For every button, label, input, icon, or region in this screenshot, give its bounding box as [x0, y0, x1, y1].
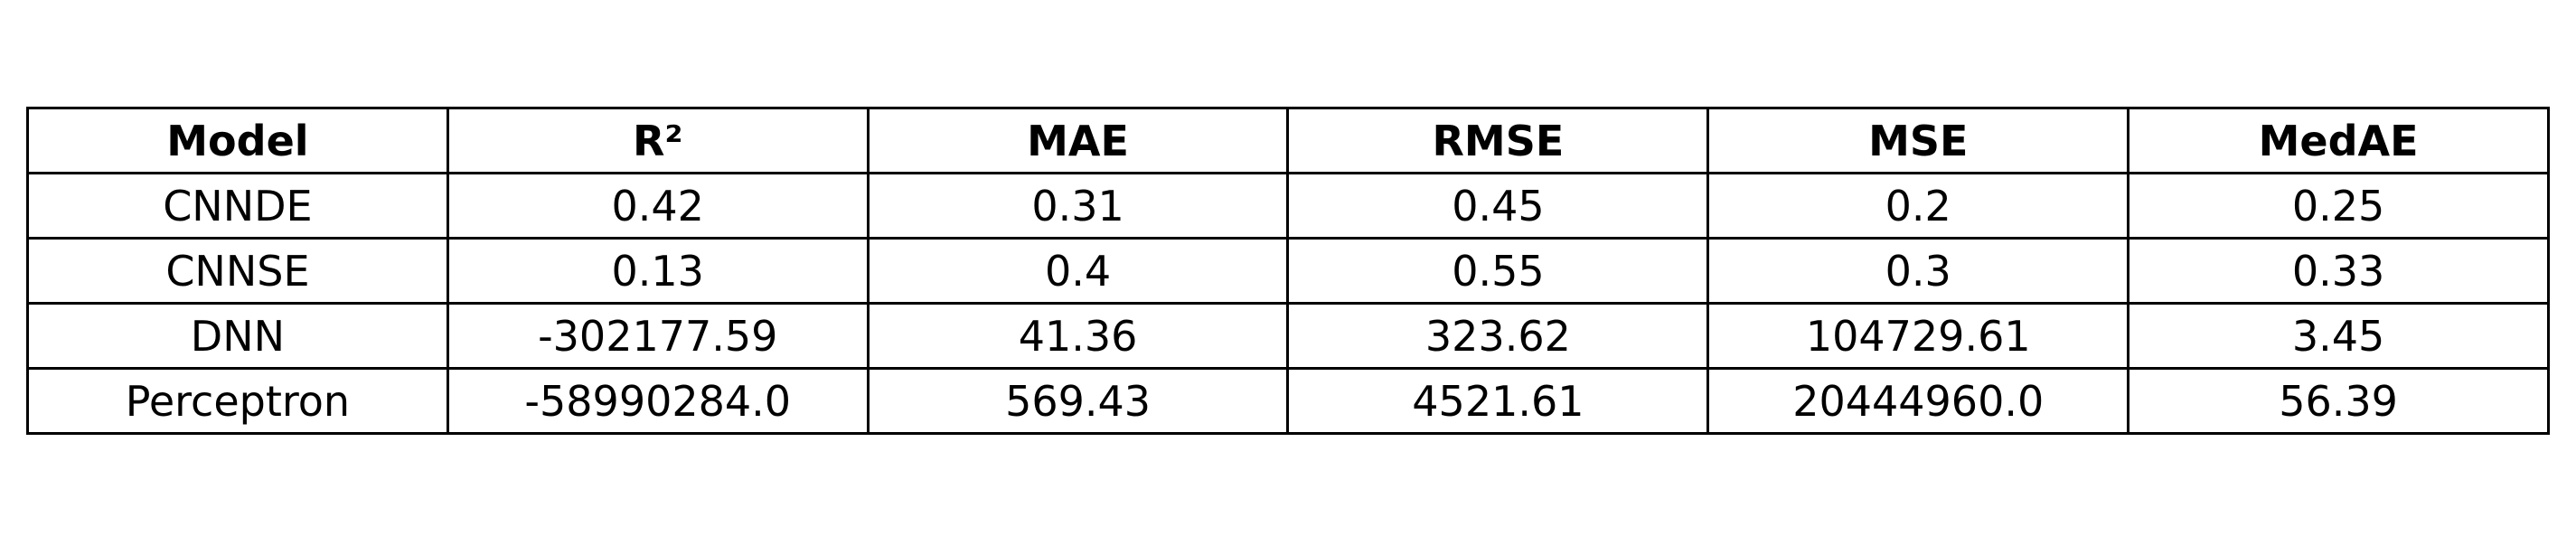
- cell-rmse: 323.62: [1286, 302, 1710, 370]
- table-row: CNNDE 0.42 0.31 0.45 0.2 0.25: [26, 172, 2550, 240]
- cell-medae: 0.33: [2127, 237, 2550, 305]
- cell-medae: 0.25: [2127, 172, 2550, 240]
- column-header-rmse: RMSE: [1286, 107, 1710, 174]
- table-row: Perceptron -58990284.0 569.43 4521.61 20…: [26, 367, 2550, 435]
- table-header: Model R² MAE RMSE MSE MedAE: [26, 107, 2550, 174]
- cell-rmse: 0.45: [1286, 172, 1710, 240]
- cell-mae: 41.36: [866, 302, 1290, 370]
- table-body: CNNDE 0.42 0.31 0.45 0.2 0.25 CNNSE 0.13…: [26, 172, 2550, 435]
- cell-mae: 0.4: [866, 237, 1290, 305]
- cell-medae: 3.45: [2127, 302, 2550, 370]
- cell-mse: 0.3: [1706, 237, 2130, 305]
- cell-mae: 0.31: [866, 172, 1290, 240]
- cell-model: CNNSE: [26, 237, 449, 305]
- metrics-table: Model R² MAE RMSE MSE MedAE CNNDE 0.42 0…: [26, 107, 2550, 435]
- header-row: Model R² MAE RMSE MSE MedAE: [26, 107, 2550, 174]
- column-header-model: Model: [26, 107, 449, 174]
- cell-model: DNN: [26, 302, 449, 370]
- cell-mae: 569.43: [866, 367, 1290, 435]
- cell-mse: 104729.61: [1706, 302, 2130, 370]
- cell-mse: 0.2: [1706, 172, 2130, 240]
- cell-rmse: 4521.61: [1286, 367, 1710, 435]
- column-header-r2: R²: [446, 107, 870, 174]
- cell-r2: 0.13: [446, 237, 870, 305]
- cell-mse: 20444960.0: [1706, 367, 2130, 435]
- cell-model: Perceptron: [26, 367, 449, 435]
- column-header-medae: MedAE: [2127, 107, 2550, 174]
- cell-r2: -302177.59: [446, 302, 870, 370]
- column-header-mse: MSE: [1706, 107, 2130, 174]
- cell-medae: 56.39: [2127, 367, 2550, 435]
- cell-rmse: 0.55: [1286, 237, 1710, 305]
- metrics-table-container: Model R² MAE RMSE MSE MedAE CNNDE 0.42 0…: [26, 107, 2550, 435]
- cell-model: CNNDE: [26, 172, 449, 240]
- cell-r2: -58990284.0: [446, 367, 870, 435]
- table-row: CNNSE 0.13 0.4 0.55 0.3 0.33: [26, 237, 2550, 305]
- column-header-mae: MAE: [866, 107, 1290, 174]
- table-row: DNN -302177.59 41.36 323.62 104729.61 3.…: [26, 302, 2550, 370]
- cell-r2: 0.42: [446, 172, 870, 240]
